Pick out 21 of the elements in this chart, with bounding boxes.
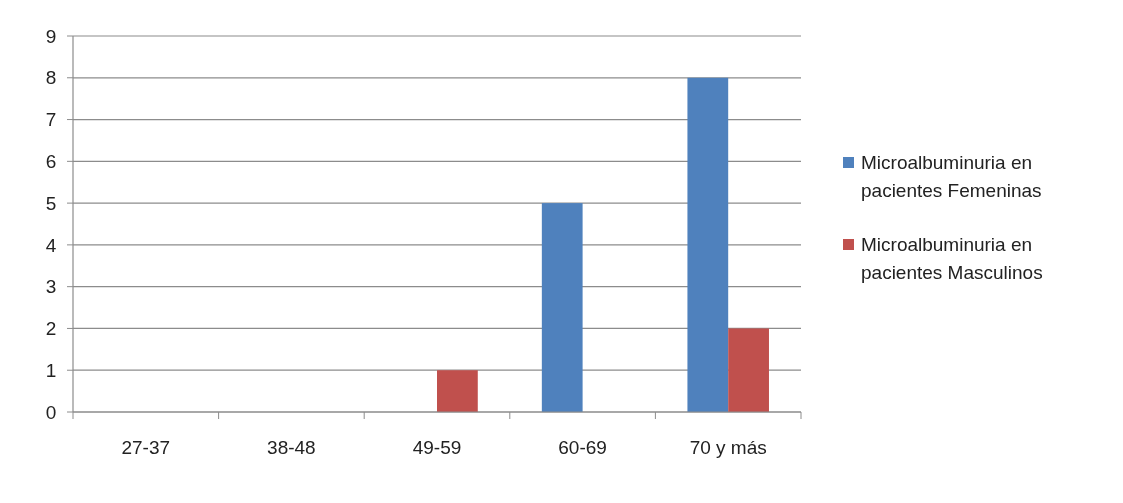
y-tick-label: 6 — [45, 150, 57, 172]
y-tick-label: 7 — [45, 109, 57, 131]
y-tick-label: 8 — [45, 67, 57, 89]
y-tick-label: 9 — [45, 25, 57, 47]
y-tick-label: 2 — [45, 318, 57, 340]
bar — [541, 203, 583, 412]
x-tick-label: 38-48 — [267, 437, 316, 458]
x-tick-label: 70 y más — [689, 437, 767, 458]
x-tick-label: 60-69 — [558, 437, 607, 458]
y-tick-label: 1 — [45, 359, 57, 381]
legend-label: Microalbuminuria en pacientes Femeninas — [861, 152, 1042, 201]
y-tick-label: 0 — [45, 401, 57, 423]
bar — [437, 370, 478, 412]
y-tick-label: 3 — [45, 276, 57, 298]
y-tick-label: 5 — [45, 192, 57, 214]
y-tick-label: 4 — [45, 234, 57, 256]
legend-label: Microalbuminuria en pacientes Masculinos — [861, 234, 1043, 283]
x-tick-label: 49-59 — [412, 437, 462, 458]
bar — [728, 328, 769, 412]
x-tick-label: 27-37 — [121, 437, 171, 458]
bar — [687, 77, 729, 412]
